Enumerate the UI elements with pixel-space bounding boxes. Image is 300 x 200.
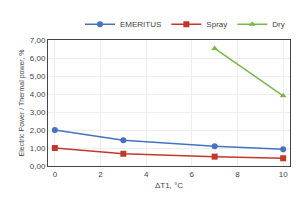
- svg-text:1,00: 1,00: [30, 144, 46, 153]
- svg-text:EMERITUS: EMERITUS: [120, 20, 161, 29]
- svg-text:Electric Power / Thermal power: Electric Power / Thermal power, %: [18, 50, 26, 157]
- svg-text:0: 0: [53, 170, 58, 179]
- svg-text:Dry: Dry: [272, 20, 284, 29]
- svg-text:3,00: 3,00: [30, 108, 46, 117]
- svg-text:ΔT1, °C: ΔT1, °C: [155, 181, 183, 190]
- svg-text:5,00: 5,00: [30, 72, 46, 81]
- svg-text:2: 2: [98, 170, 103, 179]
- svg-text:6: 6: [190, 170, 195, 179]
- svg-text:4,00: 4,00: [30, 90, 46, 99]
- svg-text:2,00: 2,00: [30, 126, 46, 135]
- svg-text:4: 4: [144, 170, 149, 179]
- svg-text:0,00: 0,00: [30, 162, 46, 171]
- svg-text:10: 10: [279, 170, 288, 179]
- svg-text:8: 8: [235, 170, 240, 179]
- svg-text:6,00: 6,00: [30, 54, 46, 63]
- svg-text:Spray: Spray: [206, 20, 227, 29]
- svg-text:7,00: 7,00: [30, 36, 46, 45]
